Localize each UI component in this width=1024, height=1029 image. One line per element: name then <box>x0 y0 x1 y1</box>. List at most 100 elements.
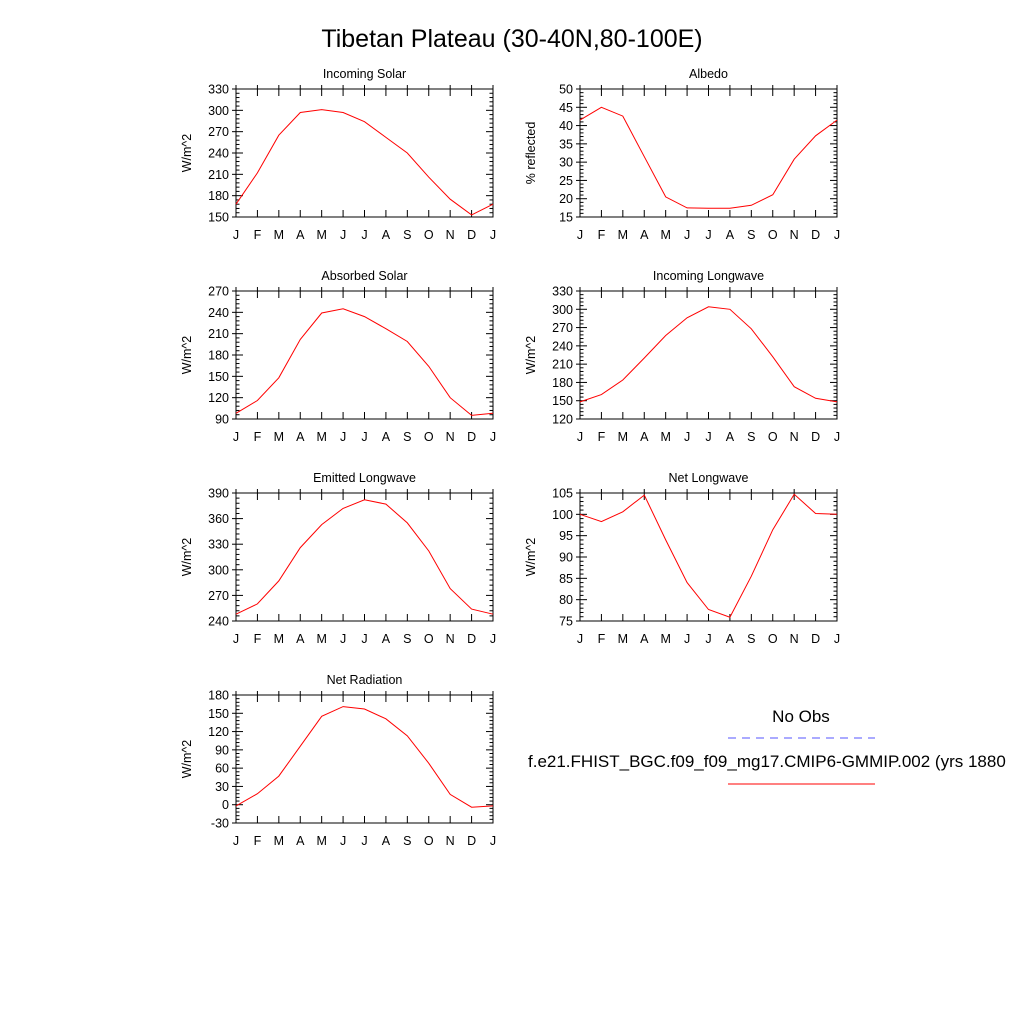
plot-frame <box>579 492 838 622</box>
x-tick-label: N <box>790 430 799 444</box>
series-line <box>235 109 494 216</box>
y-tick-label: 390 <box>208 487 229 501</box>
x-tick-label: S <box>403 228 411 242</box>
x-tick-label: J <box>705 228 711 242</box>
y-tick-label: 300 <box>552 303 573 317</box>
x-tick-label: A <box>296 834 305 848</box>
y-tick-label: 210 <box>208 327 229 341</box>
x-tick-label: A <box>726 632 735 646</box>
y-tick-label: 300 <box>208 563 229 577</box>
plot-frame <box>579 290 838 420</box>
x-tick-label: J <box>340 834 346 848</box>
x-tick-label: A <box>296 228 305 242</box>
x-tick-label: S <box>747 228 755 242</box>
series-line <box>235 499 494 615</box>
panel-title: Net Longwave <box>669 471 749 485</box>
x-tick-label: D <box>811 632 820 646</box>
x-tick-label: J <box>233 228 239 242</box>
y-tick-label: 45 <box>559 101 573 115</box>
y-tick-label: 210 <box>208 168 229 182</box>
x-tick-label: M <box>274 228 284 242</box>
x-tick-label: M <box>316 834 326 848</box>
y-tick-label: 150 <box>208 707 229 721</box>
panel-emitted-longwave: Emitted Longwave W/m^2 240 270 300 330 360 390 J… <box>180 471 496 646</box>
x-tick-label: M <box>274 430 284 444</box>
x-tick-label: J <box>705 632 711 646</box>
legend-obs-label: No Obs <box>772 707 830 726</box>
x-tick-label: O <box>424 228 434 242</box>
y-tick-label: 90 <box>215 743 229 757</box>
x-tick-label: D <box>467 228 476 242</box>
x-tick-label: D <box>467 632 476 646</box>
y-tick-label: 35 <box>559 137 573 151</box>
x-tick-label: A <box>640 228 649 242</box>
x-tick-label: F <box>598 228 606 242</box>
x-tick-label: M <box>274 632 284 646</box>
x-tick-label: O <box>424 632 434 646</box>
y-tick-label: 95 <box>559 529 573 543</box>
y-tick-label: 180 <box>552 376 573 390</box>
y-tick-label: 180 <box>208 689 229 703</box>
series-line <box>235 706 494 808</box>
y-tick-label: 240 <box>208 306 229 320</box>
x-tick-label: M <box>316 632 326 646</box>
y-tick-label: 300 <box>208 104 229 118</box>
y-tick-label: 30 <box>559 156 573 170</box>
y-tick-label: 180 <box>208 189 229 203</box>
x-tick-label: S <box>403 834 411 848</box>
x-tick-label: F <box>254 228 262 242</box>
y-tick-label: 105 <box>552 487 573 501</box>
x-tick-label: J <box>834 632 840 646</box>
y-axis-label: W/m^2 <box>524 336 538 375</box>
x-tick-label: O <box>768 430 778 444</box>
y-tick-label: 30 <box>215 780 229 794</box>
y-tick-label: 150 <box>208 211 229 225</box>
x-tick-label: J <box>490 430 496 444</box>
y-axis-label: W/m^2 <box>180 538 194 577</box>
y-tick-label: 270 <box>208 285 229 299</box>
x-tick-label: N <box>446 430 455 444</box>
y-tick-label: 25 <box>559 174 573 188</box>
x-tick-label: A <box>726 228 735 242</box>
page-title: Tibetan Plateau (30-40N,80-100E) <box>321 25 702 53</box>
x-tick-label: J <box>684 632 690 646</box>
y-tick-label: 150 <box>552 394 573 408</box>
y-tick-label: 80 <box>559 593 573 607</box>
panels: Incoming Solar W/m^2 150 180 210 240 270 300 330… <box>180 67 840 848</box>
x-tick-label: F <box>598 430 606 444</box>
panel-title: Incoming Longwave <box>653 269 764 283</box>
x-tick-label: A <box>296 632 305 646</box>
x-tick-label: J <box>684 430 690 444</box>
x-tick-label: A <box>382 834 391 848</box>
y-tick-label: 150 <box>208 370 229 384</box>
x-tick-label: A <box>382 430 391 444</box>
panel-title: Albedo <box>689 67 728 81</box>
x-tick-label: J <box>361 632 367 646</box>
x-tick-label: N <box>446 228 455 242</box>
y-tick-label: 90 <box>559 551 573 565</box>
y-tick-label: 75 <box>559 615 573 629</box>
panel-title: Incoming Solar <box>323 67 406 81</box>
panel-title: Net Radiation <box>327 673 403 687</box>
y-tick-label: 15 <box>559 211 573 225</box>
x-tick-label: J <box>577 430 583 444</box>
y-axis-label: W/m^2 <box>180 336 194 375</box>
x-tick-label: J <box>340 228 346 242</box>
x-tick-label: M <box>660 430 670 444</box>
panel-incoming-longwave: Incoming Longwave W/m^2 120 150 180 210 240 270… <box>524 269 840 444</box>
x-tick-label: M <box>660 228 670 242</box>
x-tick-label: M <box>316 228 326 242</box>
x-tick-label: S <box>403 632 411 646</box>
x-tick-label: M <box>618 430 628 444</box>
y-tick-label: 120 <box>208 391 229 405</box>
y-tick-label: 90 <box>215 413 229 427</box>
x-tick-label: J <box>577 632 583 646</box>
y-tick-label: 330 <box>552 285 573 299</box>
plot-frame <box>235 88 494 218</box>
x-tick-label: J <box>361 430 367 444</box>
panel-incoming-solar: Incoming Solar W/m^2 150 180 210 240 270 300 330… <box>180 67 496 242</box>
y-tick-label: 270 <box>552 321 573 335</box>
series-line <box>235 308 494 416</box>
